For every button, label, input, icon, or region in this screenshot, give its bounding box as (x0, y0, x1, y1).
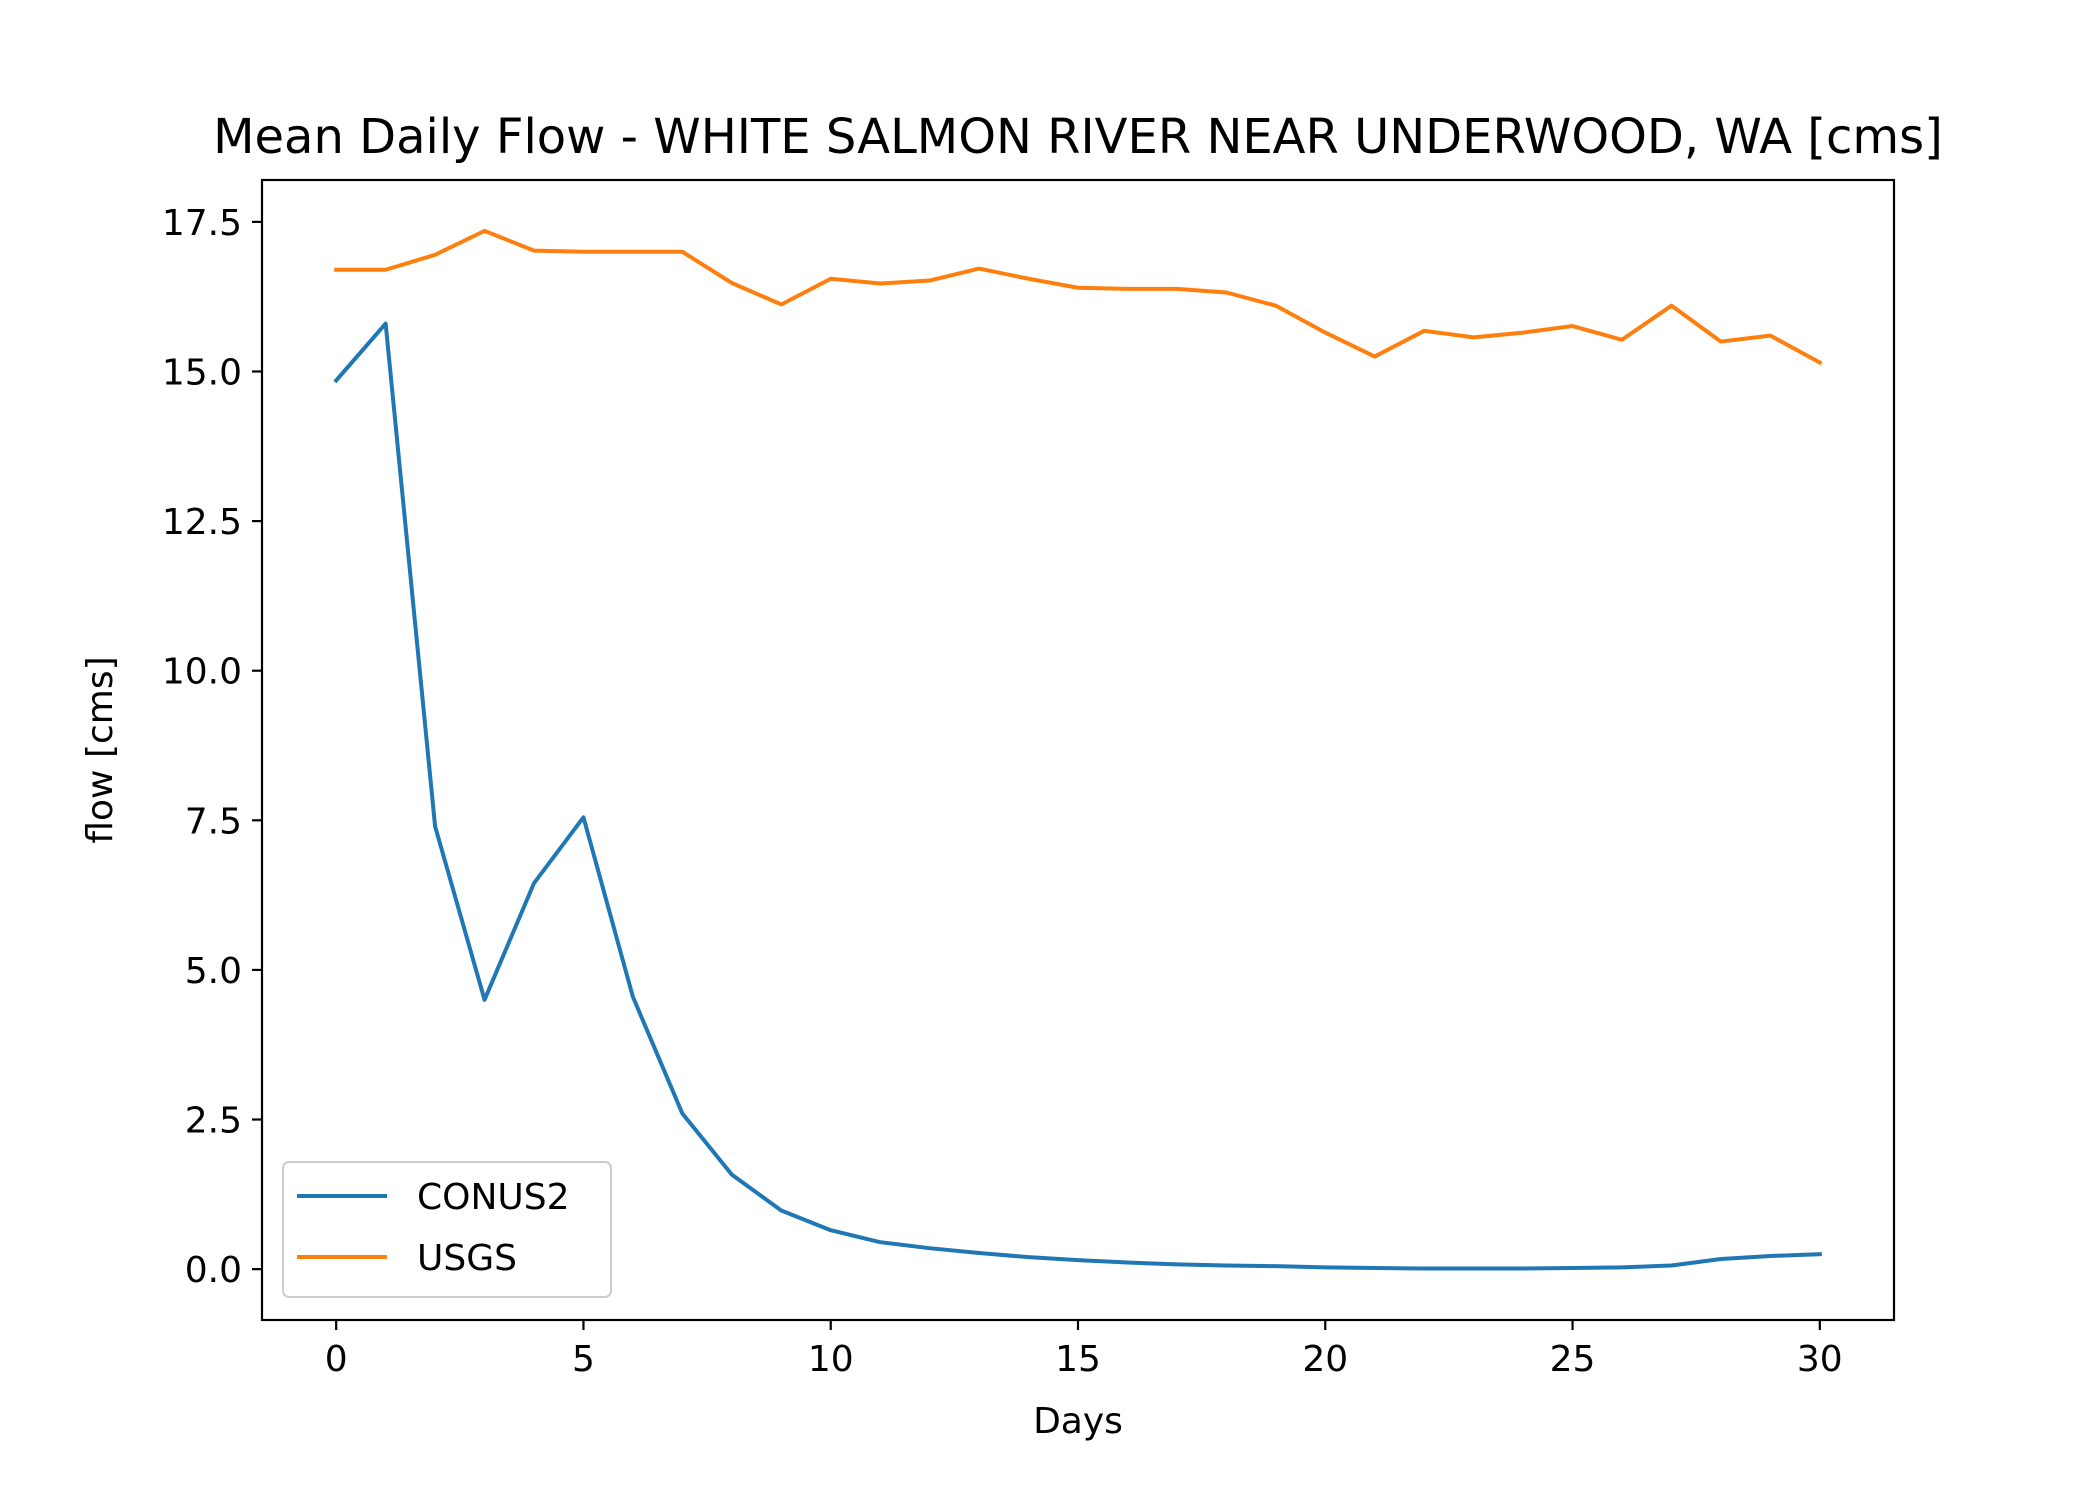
x-tick-label: 10 (808, 1339, 854, 1380)
y-tick-label: 10.0 (162, 652, 242, 693)
x-tick-label: 20 (1302, 1339, 1348, 1380)
x-axis-ticks: 0 5 10 15 20 25 30 (325, 1320, 1843, 1380)
y-tick-label: 2.5 (185, 1101, 242, 1142)
y-tick-label: 12.5 (162, 502, 242, 543)
series-line-conus2 (333, 321, 1822, 1271)
legend: CONUS2 USGS (282, 1161, 612, 1298)
y-axis-ticks: 0.0 2.5 5.0 7.5 10.0 12.5 15.0 17.5 (162, 203, 262, 1291)
legend-label-usgs: USGS (417, 1238, 517, 1279)
y-tick-label: 17.5 (162, 203, 242, 244)
y-axis-label: flow [cms] (80, 656, 121, 843)
chart-title: Mean Daily Flow - WHITE SALMON RIVER NEA… (213, 109, 1943, 165)
plot-area-background (262, 180, 1894, 1320)
series-line-usgs (334, 228, 1823, 366)
x-tick-label: 25 (1550, 1339, 1596, 1380)
x-axis-label: Days (1033, 1401, 1123, 1442)
y-tick-label: 15.0 (162, 352, 242, 393)
y-tick-label: 0.0 (185, 1250, 242, 1291)
x-tick-label: 5 (572, 1339, 595, 1380)
x-tick-label: 30 (1797, 1339, 1843, 1380)
series-layer (333, 228, 1823, 1271)
y-tick-label: 5.0 (185, 951, 242, 992)
y-tick-label: 7.5 (185, 801, 242, 842)
legend-label-conus2: CONUS2 (417, 1177, 570, 1218)
x-tick-label: 0 (325, 1339, 348, 1380)
x-tick-label: 15 (1055, 1339, 1101, 1380)
